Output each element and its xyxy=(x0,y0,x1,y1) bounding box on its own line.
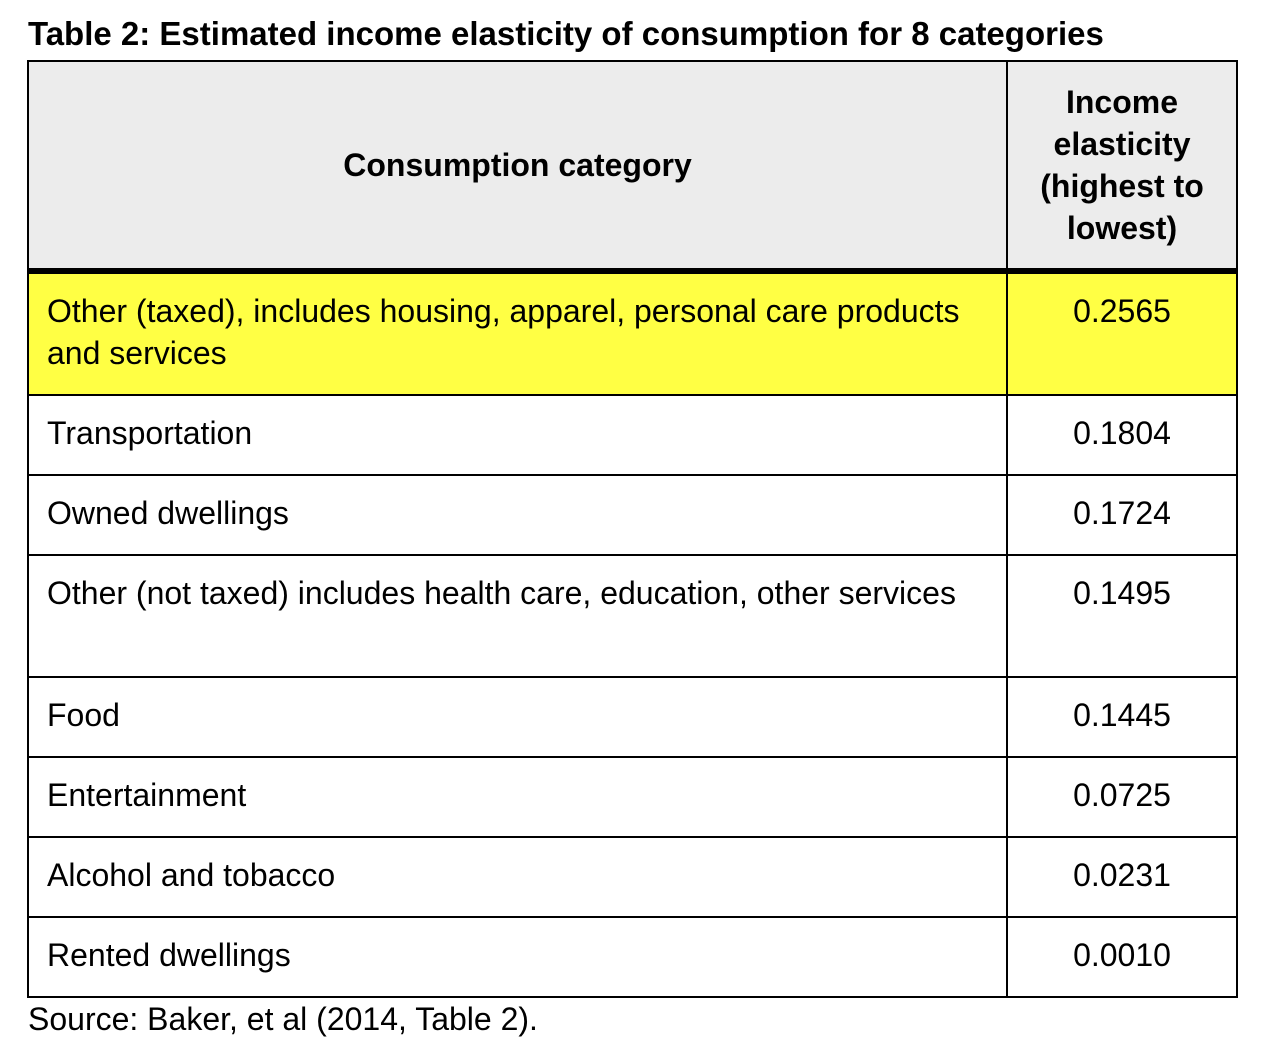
table-title: Table 2: Estimated income elasticity of … xyxy=(28,15,1104,52)
table-row: Other (not taxed) includes health care, … xyxy=(27,554,1238,678)
category-cell: Other (taxed), includes housing, apparel… xyxy=(27,270,1008,396)
category-cell: Rented dwellings xyxy=(27,916,1008,998)
table-row: Alcohol and tobacco 0.0231 xyxy=(27,836,1238,918)
elasticity-cell: 0.0010 xyxy=(1006,916,1238,998)
elasticity-cell: 0.2565 xyxy=(1006,270,1238,396)
table-row: Owned dwellings 0.1724 xyxy=(27,474,1238,556)
category-cell: Food xyxy=(27,676,1008,758)
category-cell: Entertainment xyxy=(27,756,1008,838)
elasticity-cell: 0.1445 xyxy=(1006,676,1238,758)
category-cell: Transportation xyxy=(27,394,1008,476)
elasticity-table: Consumption category Income elasticity (… xyxy=(27,60,1238,998)
elasticity-cell: 0.1495 xyxy=(1006,554,1238,678)
source-note: Source: Baker, et al (2014, Table 2). xyxy=(28,1001,538,1037)
column-header-income-elasticity: Income elasticity (highest to lowest) xyxy=(1006,60,1238,274)
elasticity-cell: 0.0231 xyxy=(1006,836,1238,918)
elasticity-cell: 0.1724 xyxy=(1006,474,1238,556)
table-row: Entertainment 0.0725 xyxy=(27,756,1238,838)
elasticity-cell: 0.1804 xyxy=(1006,394,1238,476)
table-header-row: Consumption category Income elasticity (… xyxy=(27,60,1238,274)
column-header-category: Consumption category xyxy=(27,60,1008,274)
table-row: Transportation 0.1804 xyxy=(27,394,1238,476)
table-row: Other (taxed), includes housing, apparel… xyxy=(27,270,1238,396)
category-cell: Other (not taxed) includes health care, … xyxy=(27,554,1008,678)
category-cell: Owned dwellings xyxy=(27,474,1008,556)
elasticity-cell: 0.0725 xyxy=(1006,756,1238,838)
table-row: Food 0.1445 xyxy=(27,676,1238,758)
table-row: Rented dwellings 0.0010 xyxy=(27,916,1238,998)
category-cell: Alcohol and tobacco xyxy=(27,836,1008,918)
